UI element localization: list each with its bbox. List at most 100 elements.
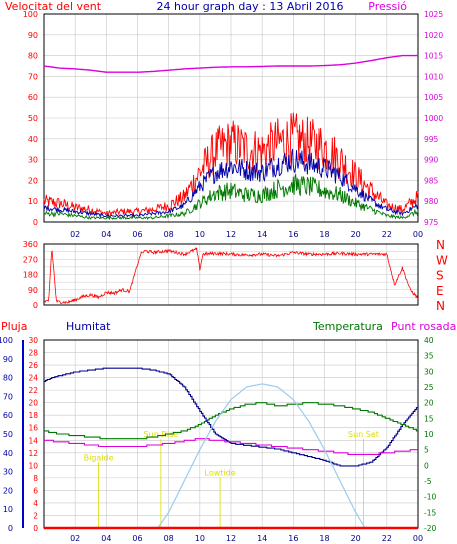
wind-y-tick-label: 80 [28, 52, 38, 61]
pressure-y-tick-label: 1000 [424, 114, 443, 123]
rain-y-tick-label: 0 [33, 524, 38, 533]
pressure-y-tick-label: 980 [424, 197, 439, 206]
rain-y-tick-label: 6 [33, 486, 38, 495]
series-min-line [43, 173, 419, 221]
rain-y-tick-label: 30 [28, 336, 38, 345]
temp-panel-x-tick-label: 08 [164, 534, 174, 543]
pressure-y-tick-label: 975 [424, 218, 439, 227]
wind-y-tick-label: 100 [23, 10, 38, 19]
pressure-y-tick-label: 1020 [424, 31, 443, 40]
direction-y-tick-label: 270 [23, 255, 38, 264]
rain-y-tick-label: 12 [28, 449, 38, 458]
series-direction-line [43, 247, 419, 305]
temperature-y-tick-label: 25 [424, 383, 434, 392]
humidity-y-tick-label: 70 [3, 392, 13, 401]
temperature-axis-title: Temperatura [312, 320, 383, 333]
rain-y-tick-label: 8 [33, 474, 38, 483]
pressure-axis-title: Pressió [368, 0, 407, 13]
temperature-y-tick-label: 15 [424, 414, 434, 423]
pressure-y-tick-label: 990 [424, 156, 439, 165]
temp-panel-x-tick-label: 18 [319, 534, 329, 543]
wind-panel-x-tick-label: 08 [164, 230, 174, 239]
humidity-axis-title: Humitat [66, 320, 111, 333]
humidity-y-tick-label: 20 [3, 486, 13, 495]
humidity-y-tick-label: 10 [3, 505, 13, 514]
temperature-y-tick-label: -15 [424, 508, 436, 517]
temp-panel-x-tick-label: 02 [70, 534, 80, 543]
series-solar-line [157, 383, 366, 529]
wind-panel-x-tick-label: 18 [319, 230, 329, 239]
temp-panel-x-tick-label: 20 [351, 534, 361, 543]
rain-y-tick-label: 14 [28, 436, 38, 445]
pressure-y-tick-label: 1010 [424, 72, 443, 81]
compass-label: N [436, 299, 445, 313]
compass-label: W [436, 253, 448, 267]
direction-y-tick-label: 0 [33, 301, 38, 310]
temperature-y-tick-label: 0 [424, 461, 429, 470]
temp-panel-x-tick-label: 16 [288, 534, 298, 543]
wind-y-tick-label: 10 [28, 197, 38, 206]
rain-y-tick-label: 16 [28, 424, 38, 433]
wind-panel-x-tick-label: 20 [351, 230, 361, 239]
annotation-label: Sun Set [348, 430, 379, 439]
humidity-y-tick-label: 30 [3, 468, 13, 477]
temperature-y-tick-label: -10 [424, 493, 436, 502]
temperature-y-tick-label: 40 [424, 336, 434, 345]
series-pressure-line [43, 54, 418, 73]
temp-panel-x-tick-label: 00 [413, 534, 423, 543]
wind-y-tick-label: 60 [28, 93, 38, 102]
wind-y-tick-label: 40 [28, 135, 38, 144]
rain-y-tick-label: 22 [28, 386, 38, 395]
wind-panel-x-tick-label: 04 [101, 230, 111, 239]
humidity-y-tick-label: 100 [0, 336, 13, 345]
wind-panel-x-tick-label: 22 [382, 230, 392, 239]
temp-panel-x-tick-label: 10 [195, 534, 205, 543]
wind-panel-x-tick-label: 14 [257, 230, 267, 239]
wind-panel-frame [43, 13, 419, 223]
temp-panel-x-tick-label: 04 [101, 534, 111, 543]
series-dewpoint-line [44, 438, 418, 455]
temp-panel-x-tick-label: 14 [257, 534, 267, 543]
dewpoint-axis-title: Punt rosada [391, 320, 456, 333]
direction-panel-frame [43, 243, 419, 306]
wind-panel-x-tick-label: 16 [288, 230, 298, 239]
compass-label: N [436, 238, 445, 252]
wind-panel-x-tick-label: 06 [132, 230, 142, 239]
rain-y-tick-label: 18 [28, 411, 38, 420]
temperature-y-tick-label: 5 [424, 446, 429, 455]
humidity-y-tick-label: 90 [3, 355, 13, 364]
annotation-label: Bigalde [84, 453, 114, 462]
rain-y-tick-label: 28 [28, 349, 38, 358]
annotation-label: Lowtide [205, 468, 236, 477]
temperature-y-tick-label: 20 [424, 399, 434, 408]
temperature-y-tick-label: -20 [424, 524, 436, 533]
wind-y-tick-label: 20 [28, 176, 38, 185]
direction-y-tick-label: 360 [23, 240, 38, 249]
rain-y-tick-label: 26 [28, 361, 38, 370]
rain-y-tick-label: 2 [33, 511, 38, 520]
direction-y-tick-label: 180 [23, 271, 38, 280]
rain-y-tick-label: 10 [28, 461, 38, 470]
wind-panel-x-tick-label: 10 [195, 230, 205, 239]
humidity-y-tick-label: 80 [3, 374, 13, 383]
temp-panel-x-tick-label: 22 [382, 534, 392, 543]
pressure-y-tick-label: 1015 [424, 52, 443, 61]
humidity-y-tick-label: 0 [8, 524, 13, 533]
compass-label: S [436, 269, 444, 283]
series-humidity-line [44, 367, 419, 467]
chart-title: 24 hour graph day : 13 Abril 2016 [157, 0, 344, 13]
humidity-y-tick-label: 50 [3, 430, 13, 439]
pressure-y-tick-label: 985 [424, 176, 439, 185]
pressure-y-tick-label: 995 [424, 135, 439, 144]
wind-y-tick-label: 30 [28, 156, 38, 165]
temp-panel-x-tick-label: 12 [226, 534, 236, 543]
temperature-y-tick-label: -5 [424, 477, 432, 486]
rain-y-tick-label: 24 [28, 374, 38, 383]
humidity-y-tick-label: 40 [3, 449, 13, 458]
pressure-y-tick-label: 1005 [424, 93, 443, 102]
temperature-y-tick-label: 35 [424, 352, 434, 361]
wind-speed-axis-title: Velocitat del vent [5, 0, 102, 13]
wind-y-tick-label: 50 [28, 114, 38, 123]
